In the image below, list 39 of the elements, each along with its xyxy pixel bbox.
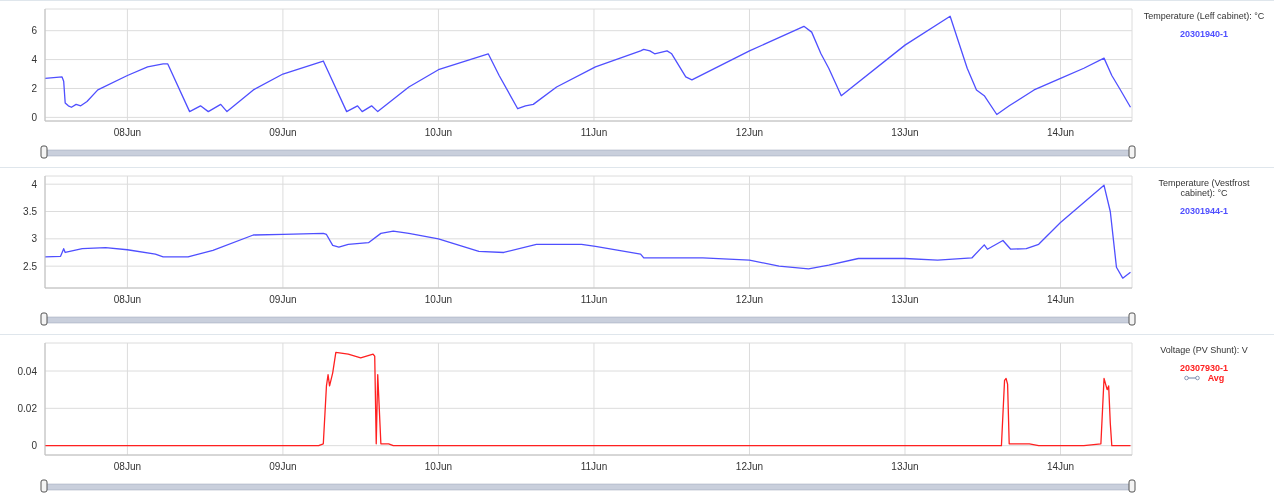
text: 20301940-1 (1178, 29, 1229, 39)
legend-title: Voltage (PV Shunt): V (1159, 345, 1249, 355)
y-tick-label: 4 (31, 178, 38, 190)
x-tick-label: 13Jun (891, 461, 919, 473)
x-tick-label: 14Jun (1046, 127, 1075, 139)
x-tick-label: 08Jun (113, 294, 142, 306)
x-tick-label: 08Jun (113, 127, 142, 139)
legend-title: Temperature (Leff cabinet): °C (1142, 11, 1266, 21)
y-tick-label: 2 (31, 83, 38, 95)
x-tick-label: 10Jun (424, 294, 453, 306)
y-tick-label: 0.02 (17, 402, 38, 414)
text: 20301944-1 (1178, 206, 1229, 216)
y-tick-label: 3 (31, 233, 38, 245)
y-tick-label: 4 (31, 54, 38, 66)
x-tick-label: 09Jun (269, 127, 297, 139)
x-tick-label: 10Jun (424, 127, 453, 139)
x-tick-label: 08Jun (113, 461, 142, 473)
x-tick-label: 09Jun (269, 461, 297, 473)
y-tick-label: 6 (31, 25, 38, 37)
x-tick-label: 14Jun (1046, 294, 1075, 306)
x-tick-label: 12Jun (735, 294, 764, 306)
y-tick-label: 2.5 (23, 260, 38, 272)
x-tick-label: 13Jun (891, 294, 919, 306)
x-tick-label: 13Jun (891, 127, 919, 139)
y-tick-label: 3.5 (23, 206, 38, 218)
x-tick-label: 14Jun (1046, 461, 1075, 473)
y-tick-label: 0.04 (17, 365, 38, 377)
y-tick-label: 0 (31, 440, 38, 452)
x-tick-label: 09Jun (269, 294, 297, 306)
text: 20307930-1 (1178, 363, 1229, 373)
x-tick-label: 12Jun (735, 461, 764, 473)
x-tick-label: 12Jun (735, 127, 764, 139)
x-tick-label: 11Jun (580, 461, 608, 473)
legend-title: Temperature (Vestfrost cabinet): °C (1157, 178, 1251, 198)
x-tick-label: 11Jun (580, 127, 608, 139)
text: Avg (1207, 373, 1225, 383)
x-tick-label: 10Jun (424, 461, 453, 473)
y-tick-label: 0 (31, 111, 38, 123)
x-tick-label: 11Jun (580, 294, 608, 306)
